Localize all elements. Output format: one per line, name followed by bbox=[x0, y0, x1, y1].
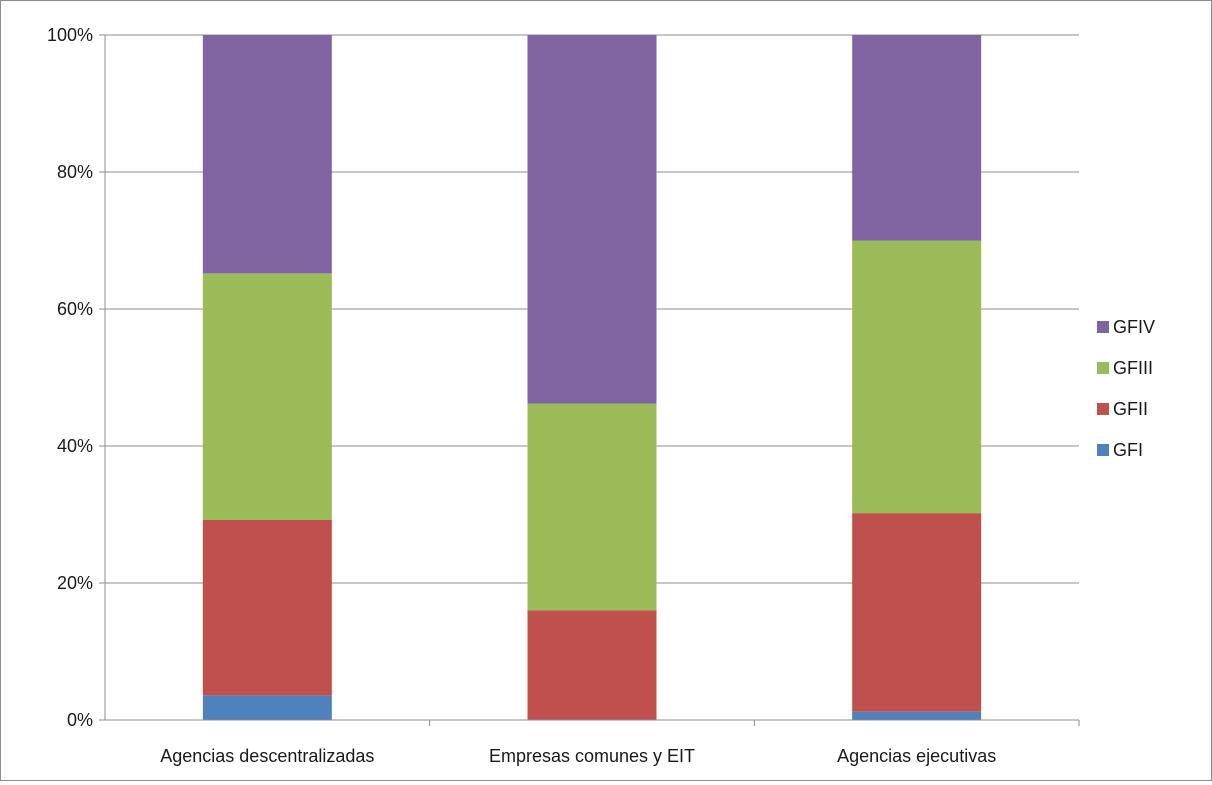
x-tick-label: Agencias descentralizadas bbox=[160, 746, 374, 766]
legend-swatch-gfi bbox=[1097, 444, 1109, 456]
legend-swatch-gfiv bbox=[1097, 321, 1109, 333]
bar-segment-gfiv-1 bbox=[202, 35, 332, 274]
legend-swatch-gfii bbox=[1097, 403, 1109, 415]
axes bbox=[99, 34, 1080, 726]
bar-segment-gfii-1 bbox=[202, 519, 332, 696]
legend-swatch-gfiii bbox=[1097, 362, 1109, 374]
legend-label-gfiv: GFIV bbox=[1113, 317, 1155, 337]
y-tick-label: 20% bbox=[57, 573, 93, 593]
legend: GFIV GFIII GFII GFI bbox=[1097, 317, 1155, 460]
y-tick-label: 100% bbox=[47, 25, 93, 45]
x-tick-labels: Agencias descentralizadas Empresas comune… bbox=[160, 746, 996, 766]
bar-segment-gfiv-3 bbox=[852, 35, 982, 241]
bars bbox=[202, 35, 982, 720]
y-tick-label: 80% bbox=[57, 162, 93, 182]
x-tick-label: Agencias ejecutivas bbox=[837, 746, 996, 766]
bar-segment-gfiii-2 bbox=[527, 403, 657, 611]
bar-segment-gfiii-1 bbox=[202, 273, 332, 520]
bar-segment-gfii-3 bbox=[852, 513, 982, 712]
y-tick-labels: 0% 20% 40% 60% 80% 100% bbox=[47, 25, 93, 730]
y-tick-label: 0% bbox=[67, 710, 93, 730]
bar-segment-gfi-3 bbox=[852, 711, 982, 720]
x-tick-label: Empresas comunes y EIT bbox=[489, 746, 695, 766]
y-tick-label: 40% bbox=[57, 436, 93, 456]
legend-label-gfi: GFI bbox=[1113, 440, 1143, 460]
legend-label-gfiii: GFIII bbox=[1113, 358, 1153, 378]
y-tick-label: 60% bbox=[57, 299, 93, 319]
bar-segment-gfiv-2 bbox=[527, 35, 657, 404]
bar-segment-gfiii-3 bbox=[852, 240, 982, 514]
bar-segment-gfi-1 bbox=[202, 695, 332, 720]
legend-label-gfii: GFII bbox=[1113, 399, 1148, 419]
bar-segment-gfii-2 bbox=[527, 610, 657, 720]
